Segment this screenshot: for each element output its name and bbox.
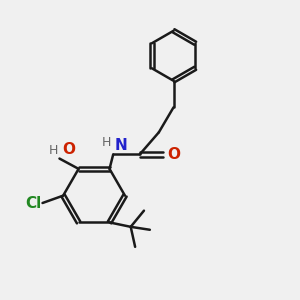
Text: H: H: [101, 136, 111, 149]
Text: O: O: [167, 147, 180, 162]
Text: Cl: Cl: [25, 196, 41, 211]
Text: N: N: [115, 138, 128, 153]
Text: O: O: [62, 142, 75, 157]
Text: H: H: [49, 144, 58, 158]
